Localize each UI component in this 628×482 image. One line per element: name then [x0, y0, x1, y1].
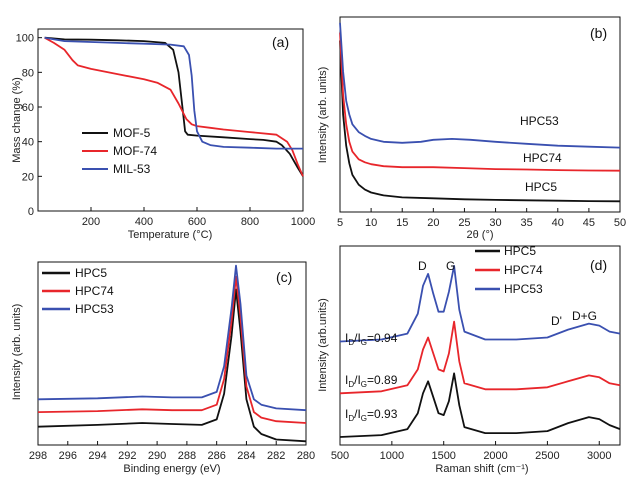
x-tick-label: 200 [82, 216, 100, 228]
x-tick-label: 45 [583, 217, 595, 229]
x-tick-label: 20 [427, 217, 439, 229]
panel-c-tag: (c) [276, 269, 292, 285]
panel-d-frame [339, 245, 621, 446]
series-line-mof74 [44, 36, 304, 177]
panel-d-legend: HPC5 HPC74 HPC53 [475, 244, 543, 296]
ratio-label-hpc74: ID/IG=0.89 [345, 373, 398, 389]
panel-d-xlabel: Raman shift (cm⁻¹) [435, 463, 528, 475]
x-tick-label: 30 [489, 217, 501, 229]
y-tick-label: 60 [22, 102, 34, 114]
panel-a-xlabel: Temperature (°C) [128, 229, 212, 241]
x-tick-label: 1000 [291, 216, 315, 228]
y-tick-label: 100 [16, 33, 34, 45]
y-tick-label: 0 [28, 206, 34, 218]
legend-label-hpc74-d: HPC74 [504, 263, 543, 277]
x-tick-label: 292 [118, 450, 136, 462]
x-tick-label: 5 [337, 217, 343, 229]
peak-label-g: G [446, 259, 455, 273]
series-line-hpc53 [339, 22, 621, 149]
legend-label-hpc53-d: HPC53 [504, 282, 543, 296]
series-line-mil53 [44, 36, 303, 150]
peak-label-d: D [418, 259, 427, 273]
x-tick-label: 286 [207, 450, 225, 462]
panel-d-ylabel: Intensity (arb.units) [317, 298, 329, 392]
panel-c-legend: HPC5 HPC74 HPC53 [42, 266, 114, 316]
x-tick-label: 800 [241, 216, 259, 228]
series-line-hpc74 [37, 275, 307, 424]
x-tick-label: 280 [297, 450, 315, 462]
panel-b-tag: (b) [590, 25, 607, 41]
x-tick-label: 35 [521, 217, 533, 229]
x-tick-label: 282 [267, 450, 285, 462]
x-tick-label: 500 [331, 450, 349, 462]
panel-b-label-hpc74: HPC74 [523, 151, 562, 165]
x-tick-label: 50 [614, 217, 626, 229]
legend-label-mil53: MIL-53 [113, 162, 151, 176]
peak-label-dprime: D' [551, 314, 562, 328]
ratio-label-hpc53: ID/IG=0.94 [345, 331, 398, 347]
x-tick-label: 10 [365, 217, 377, 229]
panel-b-xrd: Intensity (arb. units) 2θ (°) (b) 5 10 15 2… [317, 16, 626, 241]
x-tick-label: 15 [396, 217, 408, 229]
series-line-hpc74 [339, 32, 621, 172]
panel-d-raman: Intensity (arb.units) Raman shift (cm⁻¹)… [317, 244, 621, 475]
panel-a-legend: MOF-5 MOF-74 MIL-53 [82, 126, 157, 176]
x-tick-label: 1000 [380, 450, 404, 462]
x-tick-label: 3000 [587, 450, 611, 462]
legend-label-hpc5-d: HPC5 [504, 244, 536, 258]
series-line-hpc5 [37, 288, 307, 443]
y-tick-label: 20 [22, 171, 34, 183]
panel-d-tag: (d) [590, 257, 607, 273]
panel-b-xlabel: 2θ (°) [466, 229, 493, 241]
panel-a-frame [37, 28, 304, 212]
panel-c-frame [37, 261, 307, 446]
series-line-hpc5 [339, 372, 621, 438]
y-tick-label: 40 [22, 137, 34, 149]
legend-label-hpc74: HPC74 [75, 284, 114, 298]
panel-b-ylabel: Intensity (arb. units) [317, 67, 329, 164]
x-tick-label: 600 [188, 216, 206, 228]
series-line-hpc53 [339, 264, 621, 343]
legend-label-mof74: MOF-74 [113, 144, 157, 158]
x-tick-label: 290 [148, 450, 166, 462]
y-tick-label: 80 [22, 67, 34, 79]
x-tick-label: 298 [29, 450, 47, 462]
panel-c-xps: Intensity (arb. units) Binding energy (e… [11, 261, 315, 475]
panel-b-label-hpc53: HPC53 [520, 114, 559, 128]
series-line-hpc74 [339, 320, 621, 395]
x-tick-label: 288 [178, 450, 196, 462]
legend-label-mof5: MOF-5 [113, 126, 151, 140]
peak-label-dg: D+G [572, 309, 597, 323]
panel-a-tag: (a) [272, 34, 289, 50]
x-tick-label: 400 [135, 216, 153, 228]
x-tick-label: 296 [59, 450, 77, 462]
panel-a-tga: Mass change (%) Temperature (°C) (a) 200… [11, 28, 315, 241]
x-tick-label: 2500 [535, 450, 559, 462]
x-tick-label: 2000 [483, 450, 507, 462]
ratio-label-hpc5: ID/IG=0.93 [345, 407, 398, 423]
x-tick-label: 294 [88, 450, 106, 462]
series-line-hpc53 [37, 264, 307, 412]
panel-c-ylabel: Intensity (arb. units) [11, 304, 23, 401]
panel-a-ylabel: Mass change (%) [11, 77, 23, 163]
legend-label-hpc5: HPC5 [75, 266, 107, 280]
panel-b-label-hpc5: HPC5 [525, 180, 557, 194]
panel-b-frame [339, 16, 621, 213]
x-tick-label: 40 [552, 217, 564, 229]
series-line-mof5 [44, 36, 304, 177]
x-tick-label: 1500 [431, 450, 455, 462]
x-tick-label: 284 [237, 450, 255, 462]
legend-label-hpc53: HPC53 [75, 302, 114, 316]
x-tick-label: 25 [458, 217, 470, 229]
panel-c-xlabel: Binding energy (eV) [123, 463, 220, 475]
series-line-hpc5 [339, 40, 621, 203]
